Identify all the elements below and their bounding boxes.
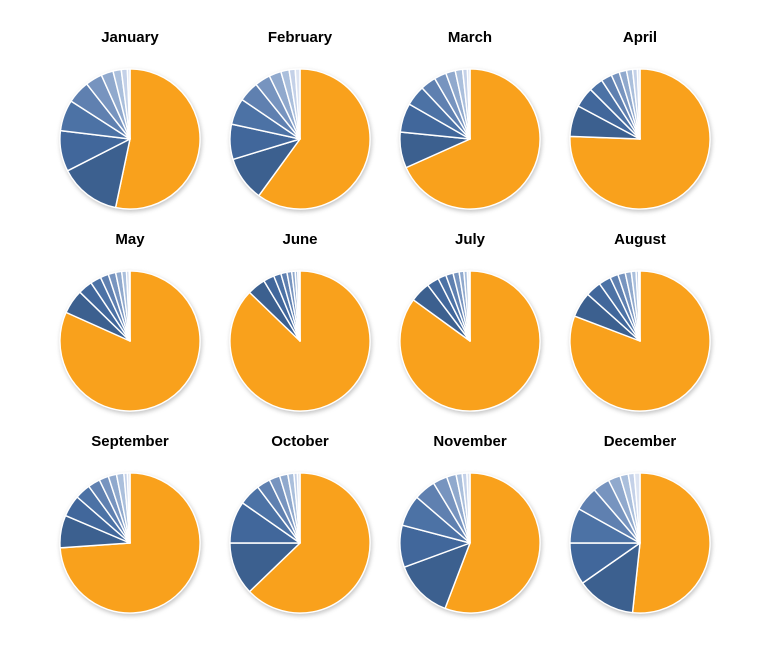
month-title-june: June bbox=[282, 231, 318, 248]
pie-slice-september-9 bbox=[126, 472, 131, 544]
month-title-february: February bbox=[267, 29, 333, 46]
pie-chart-december bbox=[569, 472, 711, 614]
pie-slice-march-9 bbox=[466, 68, 471, 140]
month-title-november: November bbox=[433, 433, 507, 450]
month-title-december: December bbox=[603, 433, 677, 450]
pie-slice-may-9 bbox=[128, 270, 131, 342]
pie-cell-june: June bbox=[215, 232, 385, 434]
pie-cell-january: January bbox=[45, 30, 215, 232]
pie-slice-february-9 bbox=[294, 68, 301, 140]
pie-slice-march-0 bbox=[405, 68, 541, 210]
month-title-august: August bbox=[614, 231, 666, 248]
pie-cell-may: May bbox=[45, 232, 215, 434]
pie-slice-november-0 bbox=[444, 472, 541, 614]
pie-chart-february bbox=[229, 68, 371, 210]
pie-cell-march: March bbox=[385, 30, 555, 232]
pie-slice-december-1 bbox=[581, 542, 641, 614]
pie-chart-october bbox=[229, 472, 371, 614]
pie-cell-october: October bbox=[215, 434, 385, 636]
pie-chart-august bbox=[569, 270, 711, 412]
pie-slice-february-0 bbox=[258, 68, 371, 210]
pie-cell-august: August bbox=[555, 232, 725, 434]
pie-chart-november bbox=[399, 472, 541, 614]
pie-slice-november-9 bbox=[466, 472, 471, 544]
pie-cell-july: July bbox=[385, 232, 555, 434]
month-title-july: July bbox=[454, 231, 485, 248]
pie-chart-september bbox=[59, 472, 201, 614]
pie-slice-august-9 bbox=[637, 270, 641, 342]
month-title-march: March bbox=[447, 29, 493, 46]
pie-cell-november: November bbox=[385, 434, 555, 636]
month-title-january: January bbox=[101, 29, 159, 46]
pie-slice-november-1 bbox=[403, 542, 471, 610]
pie-slice-december-9 bbox=[633, 472, 641, 544]
pie-cell-february: February bbox=[215, 30, 385, 232]
month-title-may: May bbox=[115, 231, 145, 248]
pie-chart-july bbox=[399, 270, 541, 412]
pie-cell-april: April bbox=[555, 30, 725, 232]
pie-chart-march bbox=[399, 68, 541, 210]
pie-slice-december-0 bbox=[631, 472, 711, 614]
pie-chart-june bbox=[229, 270, 371, 412]
pie-slice-january-1 bbox=[66, 138, 131, 209]
month-title-october: October bbox=[271, 433, 329, 450]
pie-chart-april bbox=[569, 68, 711, 210]
pie-slice-july-9 bbox=[468, 270, 471, 342]
pie-slice-october-0 bbox=[248, 472, 371, 614]
pie-chart-january bbox=[59, 68, 201, 210]
pie-slice-october-9 bbox=[296, 472, 301, 544]
pie-cell-september: September bbox=[45, 434, 215, 636]
pie-slice-january-0 bbox=[114, 68, 201, 210]
pie-slice-january-9 bbox=[126, 68, 131, 140]
pie-slice-april-9 bbox=[636, 68, 641, 140]
month-title-september: September bbox=[91, 433, 169, 450]
pie-cell-december: December bbox=[555, 434, 725, 636]
month-title-april: April bbox=[622, 29, 658, 46]
pie-chart-may bbox=[59, 270, 201, 412]
